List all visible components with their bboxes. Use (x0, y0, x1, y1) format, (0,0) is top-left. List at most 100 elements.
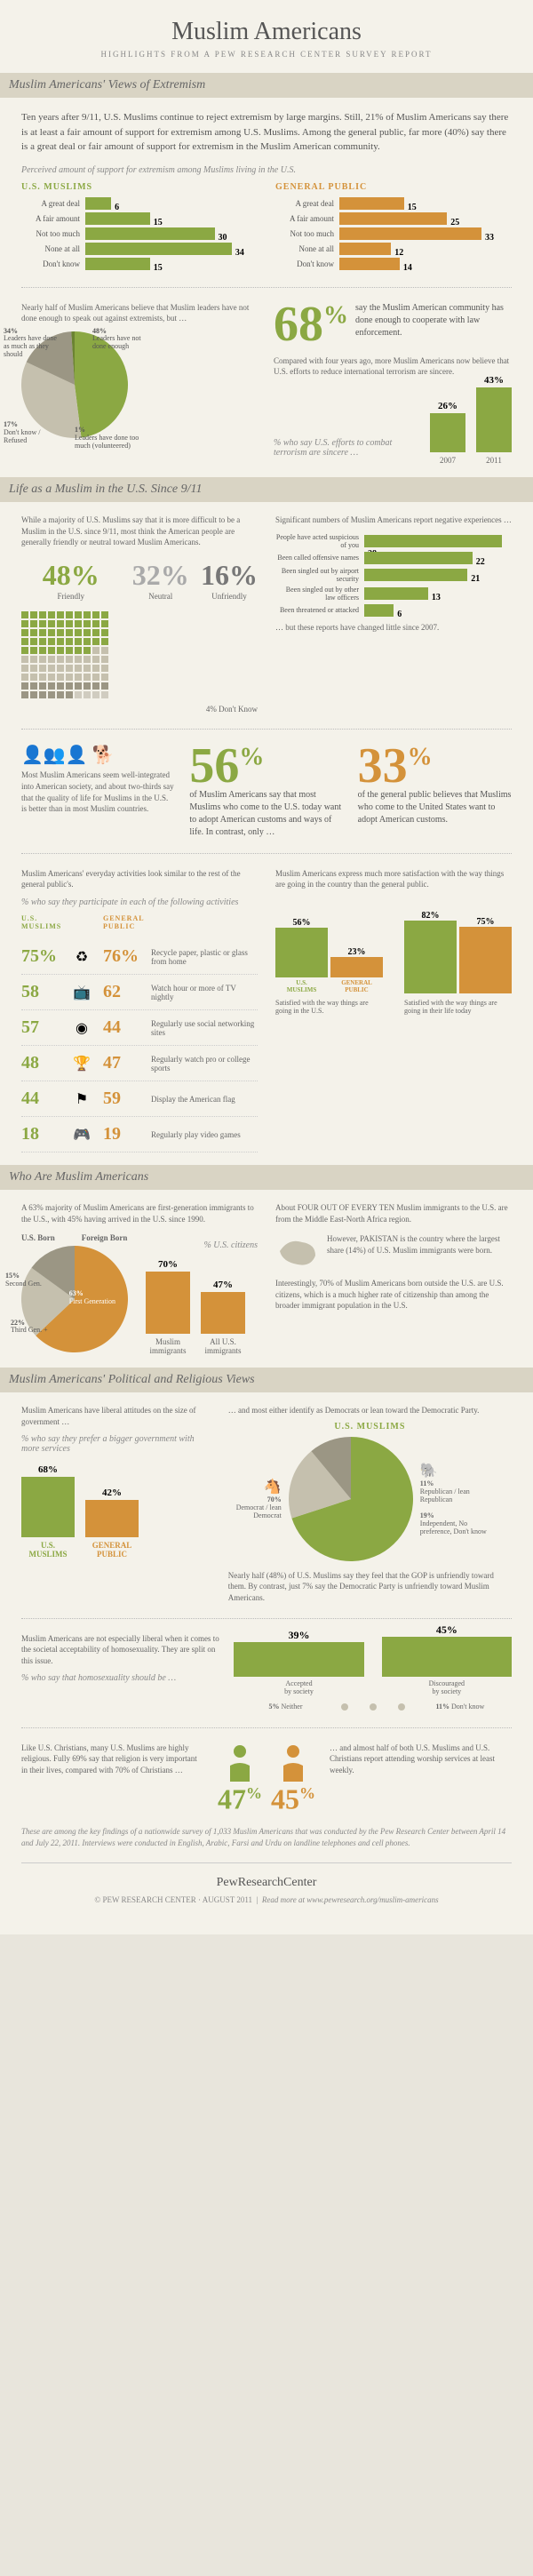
sincere-bars: 26%200743%2011 (430, 385, 512, 465)
cit-caption: % U.S. citizens (146, 1240, 258, 1250)
activity-row: 44⚑59Display the American flag (21, 1081, 258, 1117)
act-caption: % who say they participate in each of th… (21, 897, 258, 907)
homo-bars: 39%Acceptedby society 45%Discouragedby s… (234, 1633, 512, 1713)
hbar-row: Don't know 14 (275, 258, 512, 270)
gov-bars: 68%U.S. MUSLIMS42%GENERAL PUBLIC (21, 1461, 211, 1559)
who-block: A 63% majority of Muslim Americans are f… (21, 1202, 512, 1355)
stat-68-text: say the Muslim American community has do… (355, 302, 512, 339)
neg-bars: People have acted suspicious of you 28 Be… (275, 533, 512, 617)
stat-56-text: of Muslim Americans say that most Muslim… (189, 789, 343, 839)
life-block: While a majority of U.S. Muslims say tha… (21, 514, 512, 714)
hbar-row: None at all 34 (21, 243, 258, 255)
vbar: 26%2007 (430, 401, 465, 465)
activity-row: 57◉44Regularly use social networking sit… (21, 1010, 258, 1046)
religion-block: Like U.S. Christians, many U.S. Muslims … (21, 1743, 512, 1812)
act-text: Muslim Americans' everyday activities lo… (21, 868, 258, 890)
footer-brand: PewResearchCenter (21, 1876, 512, 1890)
gen-pie: 15%Second Gen. 22%Third Gen. + 63%First … (21, 1246, 128, 1352)
col-label-public: GENERAL PUBLIC (275, 182, 512, 192)
pie-lbl-us: U.S. Born (21, 1233, 55, 1242)
party-pie (289, 1437, 413, 1561)
hbar-row: None at all 12 (275, 243, 512, 255)
homo-text: Muslim Americans are not especially libe… (21, 1633, 219, 1667)
gov-vbar: 42%GENERAL PUBLIC (85, 1487, 139, 1559)
neg-bar-row: Been threatened or attacked 6 (275, 604, 512, 617)
party-text: … and most either identify as Democrats … (228, 1405, 512, 1416)
pie-lbl-fb: Foreign Born (82, 1233, 128, 1242)
stat-68: 68% (274, 302, 348, 347)
gop-foot: Nearly half (48%) of U.S. Muslims say th… (228, 1570, 512, 1604)
activity-row: 48🏆47Regularly watch pro or college spor… (21, 1046, 258, 1081)
hbar-row: A fair amount 15 (21, 212, 258, 225)
citizen-bars: 70%Muslim immigrants47%All U.S. immigran… (146, 1257, 258, 1355)
page-title: Muslim Americans (21, 18, 512, 46)
sat-group: 82% 75% Satisfied with the way things ar… (404, 896, 512, 1015)
extremism-bars: U.S. MUSLIMS A great deal 6A fair amount… (21, 182, 512, 273)
activities-block: Muslim Americans' everyday activities lo… (21, 868, 512, 1152)
sports-icon: 🏆 (69, 1054, 94, 1073)
rel-m: 47% (218, 1786, 262, 1812)
party-pie-label: U.S. MUSLIMS (228, 1422, 512, 1432)
act-h2: GENERAL PUBLIC (103, 914, 142, 930)
tri-grid (21, 611, 258, 698)
rel-right: … and almost half of both U.S. Muslims a… (330, 1743, 512, 1776)
donkey-icon: 🐴 (264, 1479, 282, 1495)
friendly-text: While a majority of U.S. Muslims say tha… (21, 514, 258, 548)
infographic-page: Muslim Americans HIGHLIGHTS FROM A PEW R… (0, 0, 533, 1934)
leaders-block: Nearly half of Muslim Americans believe … (21, 302, 512, 466)
homo-block: Muslim Americans are not especially libe… (21, 1633, 512, 1713)
divider (21, 287, 512, 288)
network-icon: ◉ (69, 1018, 94, 1038)
tri-item: 48%Friendly (21, 559, 121, 601)
hbar-row: Don't know 15 (21, 258, 258, 270)
neg-bar-row: People have acted suspicious of you 28 (275, 533, 512, 549)
hbar-row: A great deal 6 (21, 197, 258, 210)
activity-row: 18🎮19Regularly play video games (21, 1117, 258, 1152)
map-icon (275, 1233, 320, 1269)
section-header-life: Life as a Muslim in the U.S. Since 9/11 (0, 477, 533, 502)
adopt-block: 👤👥👤 🐕 Most Muslim Americans seem well-in… (21, 744, 512, 838)
stat-33: 33% (358, 744, 512, 788)
citizen-vbar: 47%All U.S. immigrants (201, 1280, 245, 1355)
divider (21, 853, 512, 854)
r3: Interestingly, 70% of Muslim Americans b… (275, 1278, 512, 1312)
sat-group: 56%U.S.MUSLIMS 23%GENERALPUBLIC Satisfie… (275, 896, 383, 1015)
hbar-row: Not too much 33 (275, 227, 512, 240)
muslims-col: U.S. MUSLIMS A great deal 6A fair amount… (21, 182, 258, 273)
person-icon-muslim (225, 1743, 255, 1782)
stat-33-text: of the general public believes that Musl… (358, 789, 512, 826)
footer: PewResearchCenter © PEW RESEARCH CENTER … (21, 1862, 512, 1917)
act-h1: U.S. MUSLIMS (21, 914, 60, 930)
tv-icon: 📺 (69, 983, 94, 1002)
flag-icon: ⚑ (69, 1089, 94, 1109)
tri-item: 16%Unfriendly (201, 559, 258, 601)
activities-table: 75%♻76%Recycle paper, plastic or glass f… (21, 939, 258, 1152)
gov-caption: % who say they prefer a bigger governmen… (21, 1434, 211, 1454)
rel-left: Like U.S. Christians, many U.S. Muslims … (21, 1743, 203, 1776)
activity-row: 75%♻76%Recycle paper, plastic or glass f… (21, 939, 258, 975)
vbar: 43%2011 (476, 375, 512, 465)
hbar-row: A fair amount 25 (275, 212, 512, 225)
neg-text: Significant numbers of Muslim Americans … (275, 514, 512, 526)
friendly-tri: 48%Friendly32%Neutral16%Unfriendly (21, 559, 258, 601)
page-subtitle: HIGHLIGHTS FROM A PEW RESEARCH CENTER SU… (21, 50, 512, 59)
neg-bar-row: Been called offensive names 22 (275, 552, 512, 564)
pol-block: Muslim Americans have liberal attitudes … (21, 1405, 512, 1603)
rel-c: 45% (271, 1786, 315, 1812)
comp-caption: % who say U.S. efforts to combat terrori… (274, 438, 416, 458)
neg-bar-row: Been singled out by airport security 21 (275, 567, 512, 583)
sat-text: Muslim Americans express much more satis… (275, 868, 512, 890)
hbar-row: A great deal 15 (275, 197, 512, 210)
section-header-who: Who Are Muslim Americans (0, 1165, 533, 1190)
people-icons: 👤👥👤 🐕 (21, 744, 175, 766)
footer-copy: © PEW RESEARCH CENTER · AUGUST 2011 (94, 1895, 252, 1904)
intro-text: Ten years after 9/11, U.S. Muslims conti… (21, 110, 512, 155)
divider (21, 1618, 512, 1619)
divider (21, 729, 512, 730)
public-col: GENERAL PUBLIC A great deal 15 A fair amo… (275, 182, 512, 273)
r1: About FOUR OUT OF EVERY TEN Muslim immig… (275, 1202, 512, 1224)
activity-row: 58📺62Watch hour or more of TV nightly (21, 975, 258, 1010)
tri-foot: 4% Don't Know (21, 704, 258, 715)
elephant-icon: 🐘 (420, 1463, 438, 1479)
leaders-pie: 34%Leaders have done as much as they sho… (21, 331, 128, 438)
